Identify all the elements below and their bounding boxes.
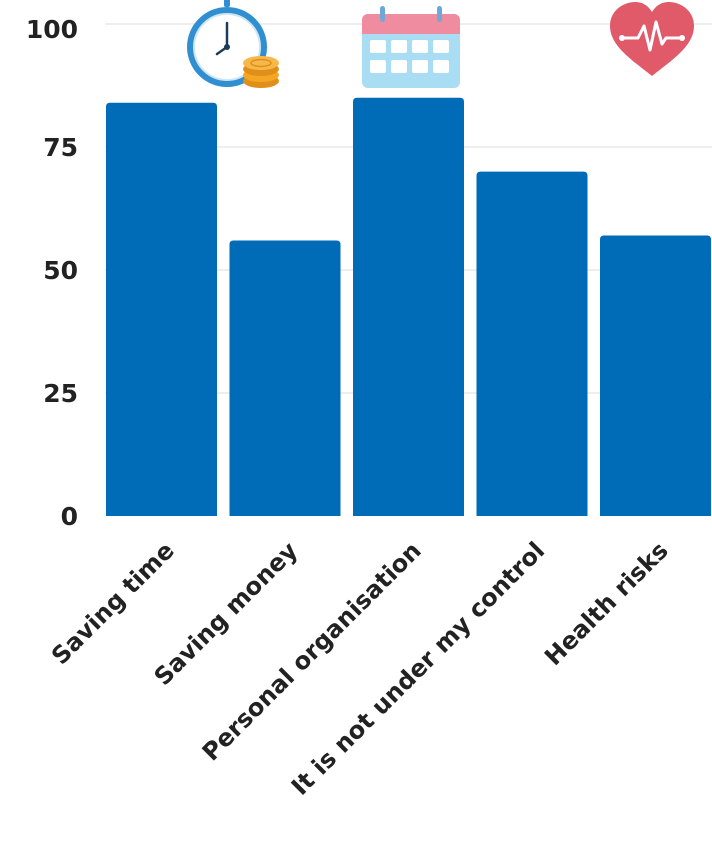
y-tick-label-0: 0	[61, 502, 78, 531]
x-tick-label: Personal organisation	[197, 536, 427, 766]
bar-health-risks	[600, 235, 711, 516]
category-icons	[187, 0, 694, 88]
bar-saving-money	[229, 240, 341, 517]
heart-pulse-icon	[610, 2, 694, 76]
y-tick-label-50: 50	[43, 256, 78, 285]
x-tick-label: Saving time	[46, 536, 180, 670]
x-tick-label: It is not under my control	[286, 536, 550, 800]
x-tick-label: Health risks	[539, 536, 674, 671]
y-axis-ticks: 0 25 50 75 100	[26, 15, 78, 531]
bar-personal-organisation	[353, 97, 464, 517]
y-tick-label-25: 25	[43, 379, 78, 408]
clock-coins-icon	[187, 0, 279, 88]
calendar-icon	[362, 6, 460, 88]
y-tick-label-75: 75	[43, 133, 78, 162]
bar-it-is-not-under-my-control	[476, 171, 588, 516]
bars	[106, 97, 711, 517]
bar-saving-time	[106, 102, 217, 516]
y-tick-label-100: 100	[26, 15, 78, 44]
